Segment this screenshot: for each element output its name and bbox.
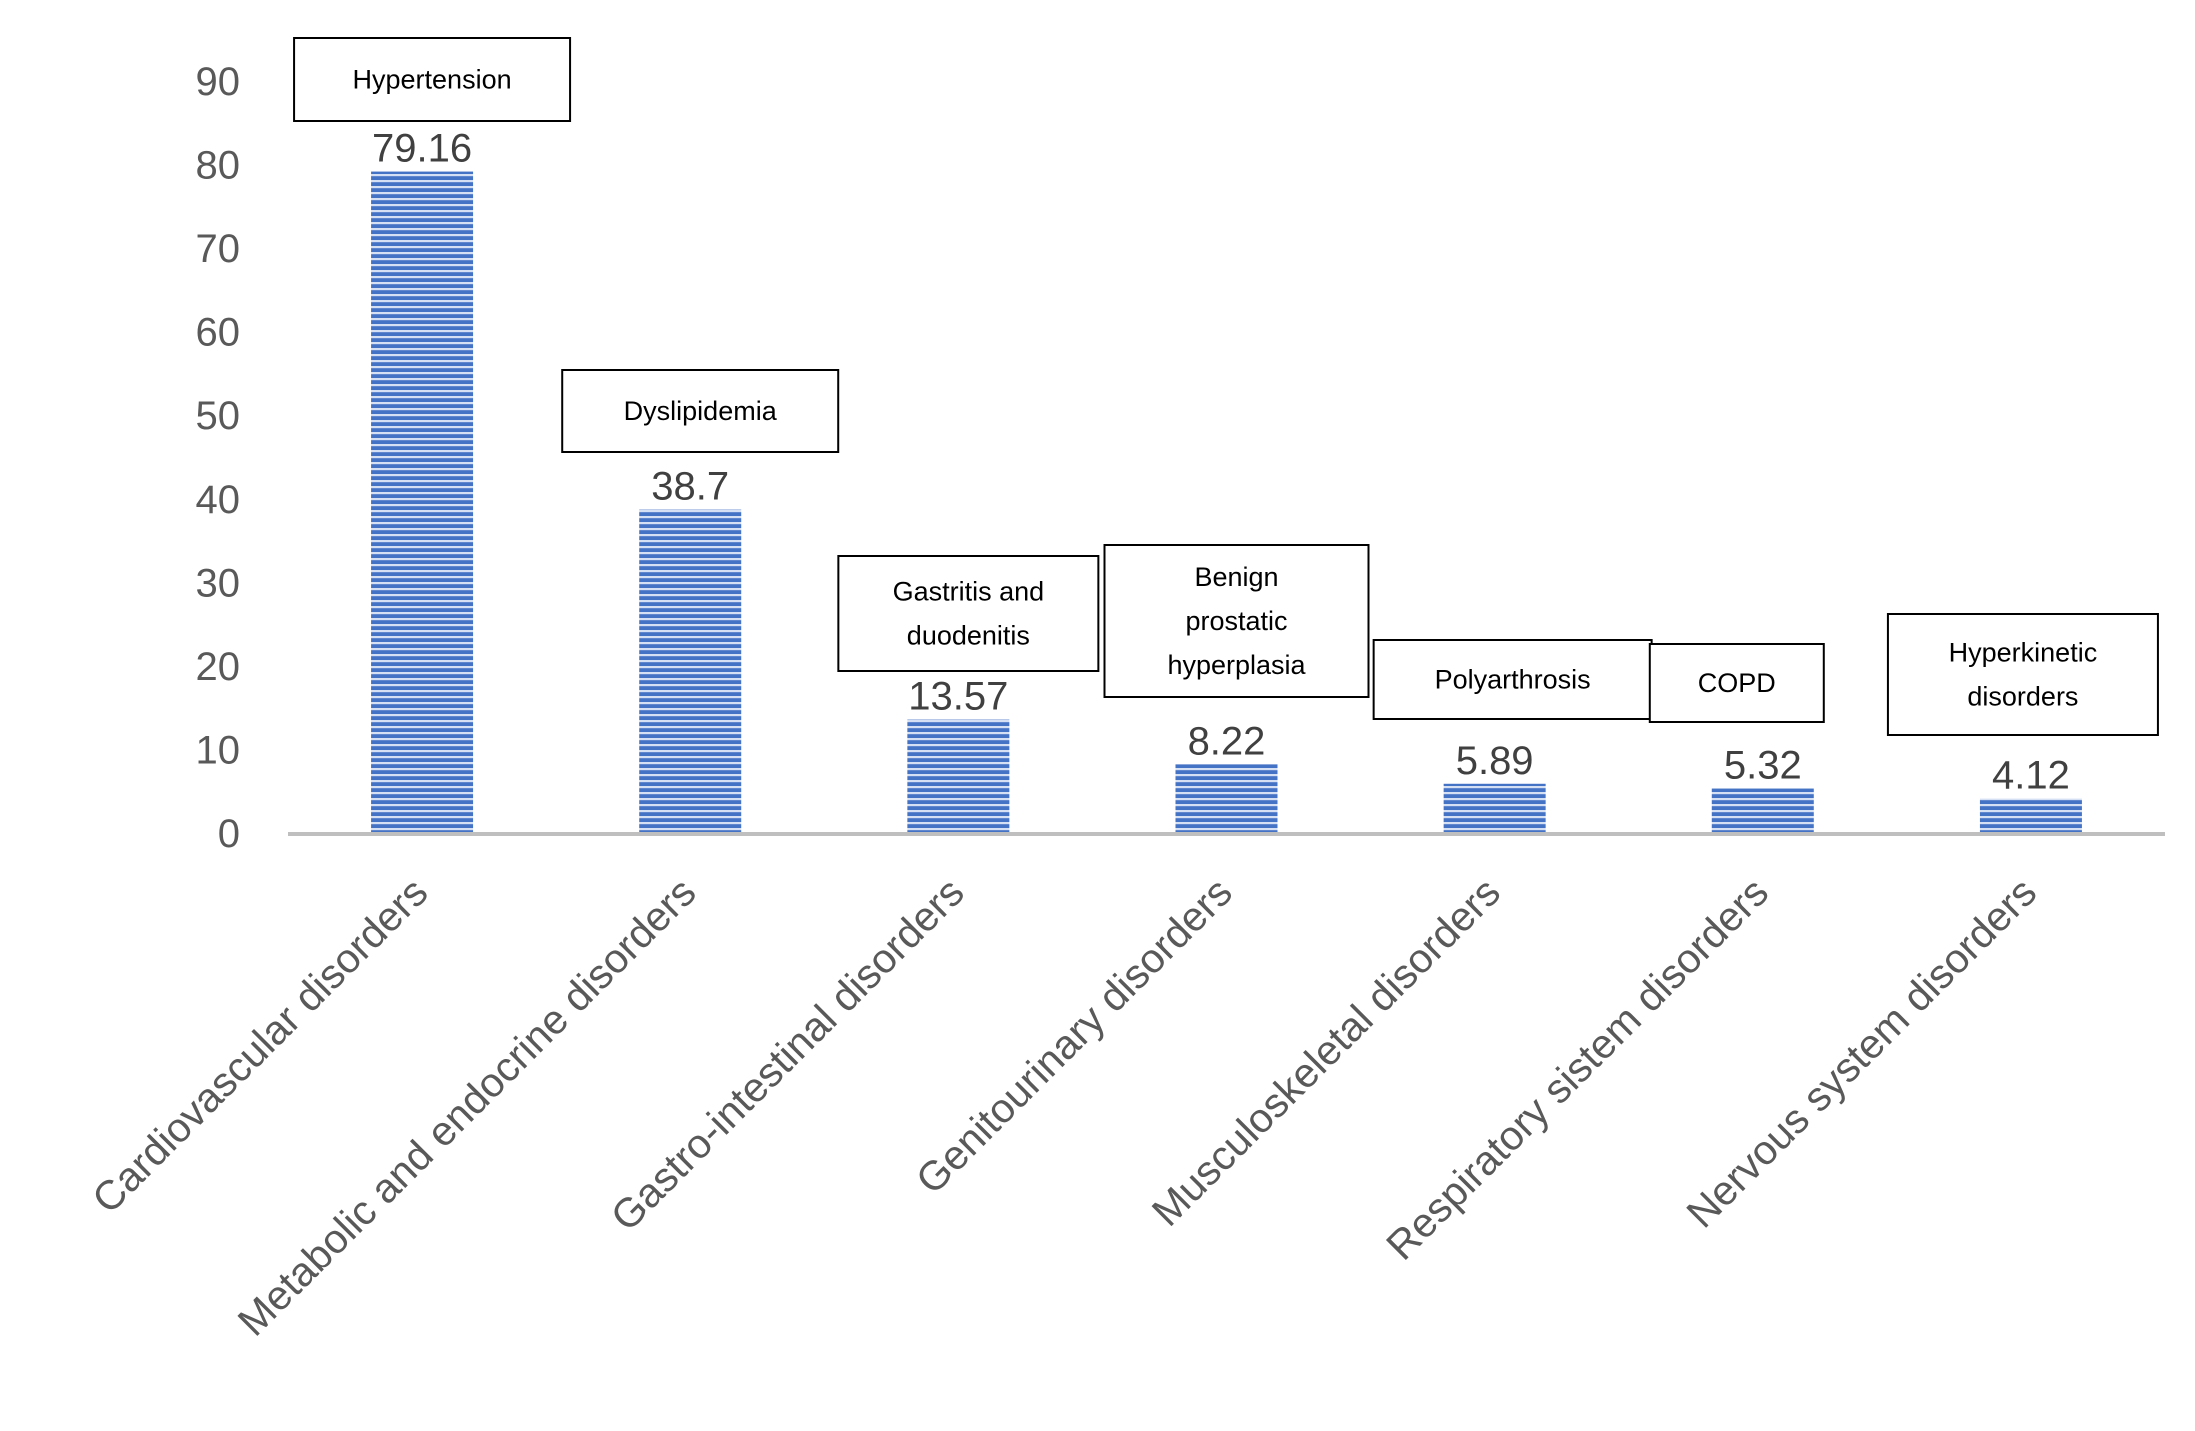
annotation-box xyxy=(1886,613,2159,736)
bar xyxy=(1711,788,1814,833)
data-labels: 79.16 38.7 13.57 8.22 5.89 5.32 4.12 xyxy=(372,127,2070,798)
y-tick-label: 60 xyxy=(196,311,241,355)
annotation-text: duodenitis xyxy=(907,621,1030,651)
annotation-text: Hypertension xyxy=(353,65,512,95)
data-label: 5.89 xyxy=(1456,739,1534,783)
annotation-text: Polyarthrosis xyxy=(1435,665,1591,695)
y-tick-label: 80 xyxy=(196,144,241,188)
y-axis: 0 10 20 30 40 50 60 70 80 90 xyxy=(196,60,241,856)
annotation-text: Benign xyxy=(1194,562,1278,592)
y-tick-label: 90 xyxy=(196,60,241,104)
annotation-callout: Benign prostatic hyperplasia xyxy=(1103,544,1370,698)
annotation-box xyxy=(1103,544,1370,698)
annotation-callout: Dyslipidemia xyxy=(561,369,840,453)
bars xyxy=(371,171,2082,833)
y-tick-label: 0 xyxy=(218,812,240,856)
annotation-callout: Polyarthrosis xyxy=(1372,639,1653,720)
annotations: Hypertension Dyslipidemia Gastritis and duo… xyxy=(293,37,2159,736)
annotation-text: Hyperkinetic xyxy=(1949,638,2098,668)
bar xyxy=(639,509,742,833)
bar xyxy=(907,719,1010,833)
annotation-text: hyperplasia xyxy=(1167,650,1306,680)
y-tick-label: 50 xyxy=(196,394,241,438)
annotation-box xyxy=(837,555,1100,672)
y-tick-label: 70 xyxy=(196,227,241,271)
annotation-text: Dyslipidemia xyxy=(624,396,778,426)
y-tick-label: 10 xyxy=(196,728,241,772)
bar xyxy=(371,171,474,833)
annotation-callout: Hyperkinetic disorders xyxy=(1886,613,2159,736)
annotation-text: prostatic xyxy=(1185,606,1287,636)
annotation-text: COPD xyxy=(1698,668,1776,698)
data-label: 13.57 xyxy=(908,675,1008,719)
annotation-box xyxy=(293,37,572,122)
annotation-callout: COPD xyxy=(1648,643,1825,723)
annotation-callout: Gastritis and duodenitis xyxy=(837,555,1100,672)
y-tick-label: 30 xyxy=(196,561,241,605)
annotation-text: disorders xyxy=(1967,682,2078,712)
annotation-box xyxy=(1372,639,1653,720)
data-label: 5.32 xyxy=(1724,744,1802,788)
annotation-box xyxy=(561,369,840,453)
data-label: 79.16 xyxy=(372,127,472,171)
x-tick-label: Genitourinary disorders xyxy=(907,869,1241,1203)
x-tick-label: Metabolic and endocrine disorders xyxy=(229,869,705,1345)
bar xyxy=(1979,798,2082,833)
data-label: 4.12 xyxy=(1992,754,2070,798)
data-label: 38.7 xyxy=(651,465,729,509)
data-label: 8.22 xyxy=(1188,719,1266,763)
bar xyxy=(1443,783,1546,833)
annotation-box xyxy=(1648,643,1825,723)
annotation-text: Gastritis and xyxy=(893,577,1045,607)
y-tick-label: 20 xyxy=(196,645,241,689)
y-tick-label: 40 xyxy=(196,478,241,522)
annotation-callout: Hypertension xyxy=(293,37,572,122)
bar xyxy=(1175,764,1278,833)
